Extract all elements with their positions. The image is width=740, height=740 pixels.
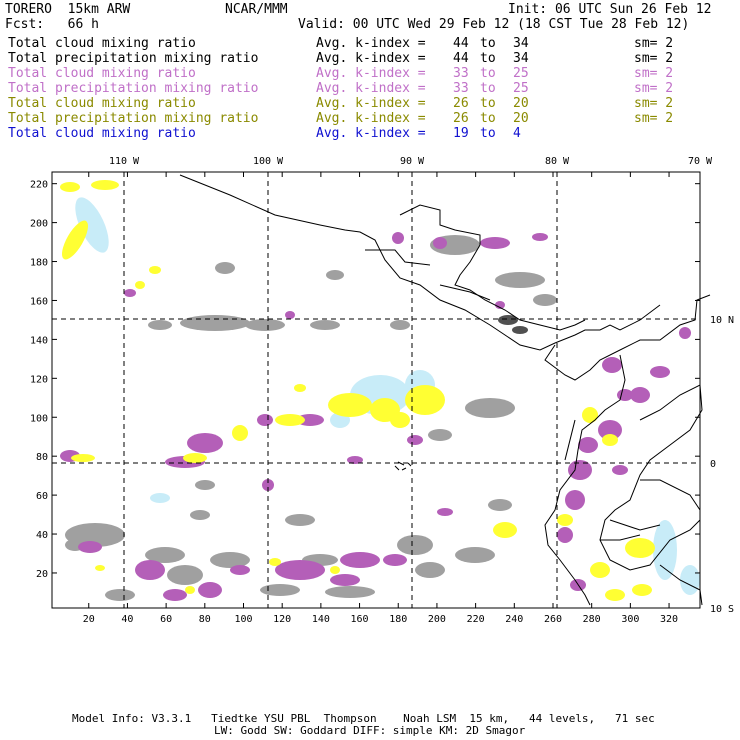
legend-index-label: Avg. k-index = <box>316 126 426 141</box>
legend-to-word: to <box>480 36 496 51</box>
longitude-label: 110 W <box>109 156 140 167</box>
x-tick-label: 160 <box>351 614 369 625</box>
legend-smoothing: sm= 2 <box>634 66 674 81</box>
legend-from-value: 44 <box>453 36 469 51</box>
legend-to-word: to <box>480 51 496 66</box>
x-tick-label: 40 <box>121 614 133 625</box>
yellow-cloud-areas <box>60 180 655 601</box>
map-plot: 20 40 60 80 100 120 140 160 180 200 220 240 260 280 30… <box>30 156 734 625</box>
legend-smoothing: sm= 2 <box>634 96 674 111</box>
legend-smoothing: sm= 2 <box>634 111 674 126</box>
legend-to-value: 25 <box>513 81 529 96</box>
center-label: NCAR/MMM <box>225 2 288 17</box>
x-tick-label: 300 <box>621 614 639 625</box>
x-tick-label: 140 <box>312 614 330 625</box>
dark-cloud-areas <box>498 315 528 334</box>
legend-to-value: 34 <box>513 36 529 51</box>
legend-index-label: Avg. k-index = <box>316 66 426 81</box>
y-tick-label: 100 <box>30 413 48 424</box>
x-tick-label: 320 <box>660 614 678 625</box>
legend-smoothing: sm= 2 <box>634 51 674 66</box>
longitude-label: 100 W <box>253 156 284 167</box>
x-tick-label: 20 <box>83 614 95 625</box>
longitude-label: 90 W <box>400 156 425 167</box>
legend-index-label: Avg. k-index = <box>316 81 426 96</box>
legend-field: Total precipitation mixing ratio <box>8 111 259 126</box>
legend-index-label: Avg. k-index = <box>316 51 426 66</box>
legend-from-value: 33 <box>453 81 469 96</box>
legend-index-label: Avg. k-index = <box>316 96 426 111</box>
legend-from-value: 33 <box>453 66 469 81</box>
legend-field: Total cloud mixing ratio <box>8 36 196 51</box>
x-tick-label: 60 <box>160 614 172 625</box>
y-tick-label: 220 <box>30 180 48 191</box>
valid-time: Valid: 00 UTC Wed 29 Feb 12 (18 CST Tue … <box>298 17 690 32</box>
y-tick-label: 160 <box>30 296 48 307</box>
cloud-field <box>60 180 700 601</box>
coastlines <box>179 174 711 606</box>
x-tick-label: 260 <box>544 614 562 625</box>
legend-from-value: 26 <box>453 96 469 111</box>
legend-to-value: 25 <box>513 66 529 81</box>
legend-to-word: to <box>480 96 496 111</box>
x-tick-label: 240 <box>505 614 523 625</box>
y-tick-label: 200 <box>30 219 48 230</box>
longitude-label: 80 W <box>545 156 570 167</box>
legend-field: Total precipitation mixing ratio <box>8 51 259 66</box>
model-info-line1: Model Info: V3.3.1 Tiedtke YSU PBL Thomp… <box>72 712 655 725</box>
x-tick-label: 120 <box>273 614 291 625</box>
legend-to-word: to <box>480 126 496 141</box>
legend-field: Total precipitation mixing ratio <box>8 81 259 96</box>
legend-to-value: 20 <box>513 111 529 126</box>
legend-from-value: 19 <box>453 126 469 141</box>
legend-smoothing: sm= 2 <box>634 36 674 51</box>
y-tick-label: 60 <box>36 491 48 502</box>
legend-from-value: 26 <box>453 111 469 126</box>
latitude-label: 10 S <box>710 604 734 615</box>
longitude-label: 70 W <box>688 156 713 167</box>
x-tick-label: 220 <box>467 614 485 625</box>
y-tick-label: 120 <box>30 374 48 385</box>
legend-to-value: 20 <box>513 96 529 111</box>
legend-field: Total cloud mixing ratio <box>8 66 196 81</box>
x-tick-label: 80 <box>199 614 211 625</box>
legend-to-word: to <box>480 111 496 126</box>
purple-cloud-areas <box>60 232 691 601</box>
legend-smoothing: sm= 2 <box>634 81 674 96</box>
latitude-label: 0 <box>710 459 716 470</box>
y-tick-label: 80 <box>36 452 48 463</box>
legend-field: Total cloud mixing ratio <box>8 96 196 111</box>
y-tick-label: 20 <box>36 569 48 580</box>
model-title: TORERO 15km ARW <box>5 2 131 17</box>
map-frame <box>51 171 701 609</box>
x-tick-label: 200 <box>428 614 446 625</box>
legend-index-label: Avg. k-index = <box>316 36 426 51</box>
light-blue-cloud-areas <box>75 197 700 595</box>
legend-index-label: Avg. k-index = <box>316 111 426 126</box>
lat-lon-grid <box>52 172 700 608</box>
forecast-hour: Fcst: 66 h <box>5 17 99 32</box>
x-tick-label: 100 <box>234 614 252 625</box>
legend-to-value: 4 <box>513 126 521 141</box>
model-info-line2: LW: Godd SW: Goddard DIFF: simple KM: 2D… <box>214 724 526 737</box>
legend-field: Total cloud mixing ratio <box>8 126 196 141</box>
init-time: Init: 06 UTC Sun 26 Feb 12 <box>508 2 712 17</box>
legend-to-word: to <box>480 81 496 96</box>
legend-from-value: 44 <box>453 51 469 66</box>
x-tick-label: 280 <box>583 614 601 625</box>
x-tick-label: 180 <box>389 614 407 625</box>
legend-to-word: to <box>480 66 496 81</box>
gray-cloud-areas <box>65 235 557 601</box>
y-tick-label: 40 <box>36 530 48 541</box>
latitude-label: 10 N <box>710 315 734 326</box>
y-tick-label: 140 <box>30 335 48 346</box>
legend-to-value: 34 <box>513 51 529 66</box>
y-tick-label: 180 <box>30 258 48 269</box>
